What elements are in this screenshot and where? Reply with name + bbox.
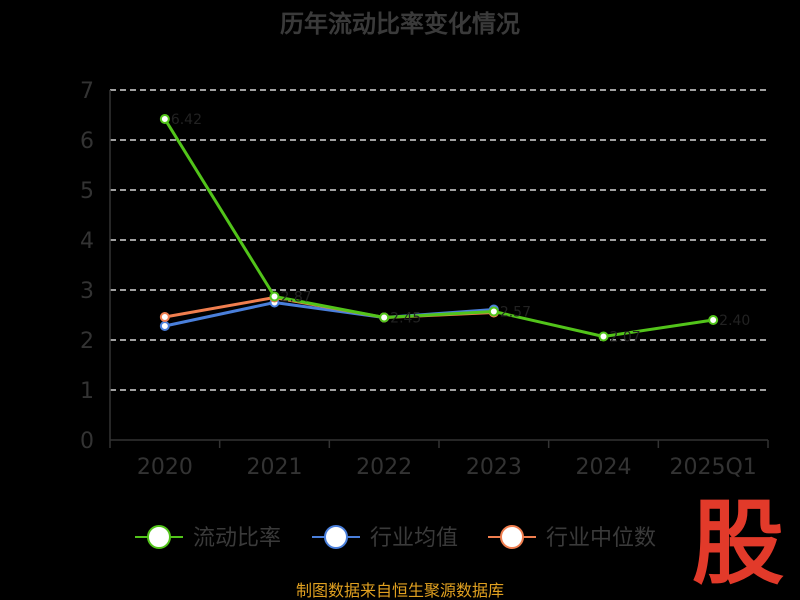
y-tick-label: 3 [80,279,94,304]
data-point [488,306,499,317]
y-tick-label: 6 [80,129,94,154]
series-lines: 6.42 2.87 2.45 2.57 2.07 2.40 [159,112,750,346]
axes: 0 1 2 3 4 5 6 7 2020 2021 2022 2023 2024 2025Q1 [80,79,769,480]
data-label: 6.42 [171,112,202,128]
grid [110,89,768,391]
legend-marker-icon [500,525,524,549]
x-tick-label: 2024 [576,455,632,480]
x-tick-label: 2023 [466,455,522,480]
y-tick-label: 5 [80,179,94,204]
data-point [159,312,170,322]
data-label: 2.57 [500,305,531,321]
y-tick-label: 4 [80,229,94,254]
data-label: 2.45 [390,311,421,327]
source-note: 制图数据来自恒生聚源数据库 [296,581,504,600]
data-label: 2.07 [610,330,641,346]
data-label: 2.40 [719,313,750,329]
x-tick-label: 2022 [356,455,412,480]
data-point [708,315,719,325]
legend-item[interactable]: 行业均值 [312,525,458,551]
legend-item[interactable]: 行业中位数 [488,525,656,551]
x-tick-label: 2020 [137,455,193,480]
y-tick-label: 2 [80,329,94,354]
y-tick-label: 0 [80,429,94,454]
data-label: 2.87 [281,290,312,306]
data-point [159,321,170,331]
legend: 流动比率 行业均值 行业中位数 [135,525,656,551]
legend-marker-icon [324,525,348,549]
legend-label: 流动比率 [193,526,281,551]
legend-marker-icon [147,525,171,549]
legend-item[interactable]: 流动比率 [135,525,281,551]
data-point [159,114,170,124]
x-tick-label: 2021 [247,455,303,480]
y-tick-label: 7 [80,79,94,104]
y-tick-label: 1 [80,379,94,404]
legend-label: 行业中位数 [546,526,656,551]
brand-logo: 股 [692,490,784,597]
x-tick-label: 2025Q1 [670,455,757,480]
series-line [163,118,714,338]
legend-label: 行业均值 [370,526,458,551]
data-point [269,291,280,302]
data-point [379,312,390,323]
chart-title: 历年流动比率变化情况 [280,10,520,38]
data-point [598,331,609,342]
